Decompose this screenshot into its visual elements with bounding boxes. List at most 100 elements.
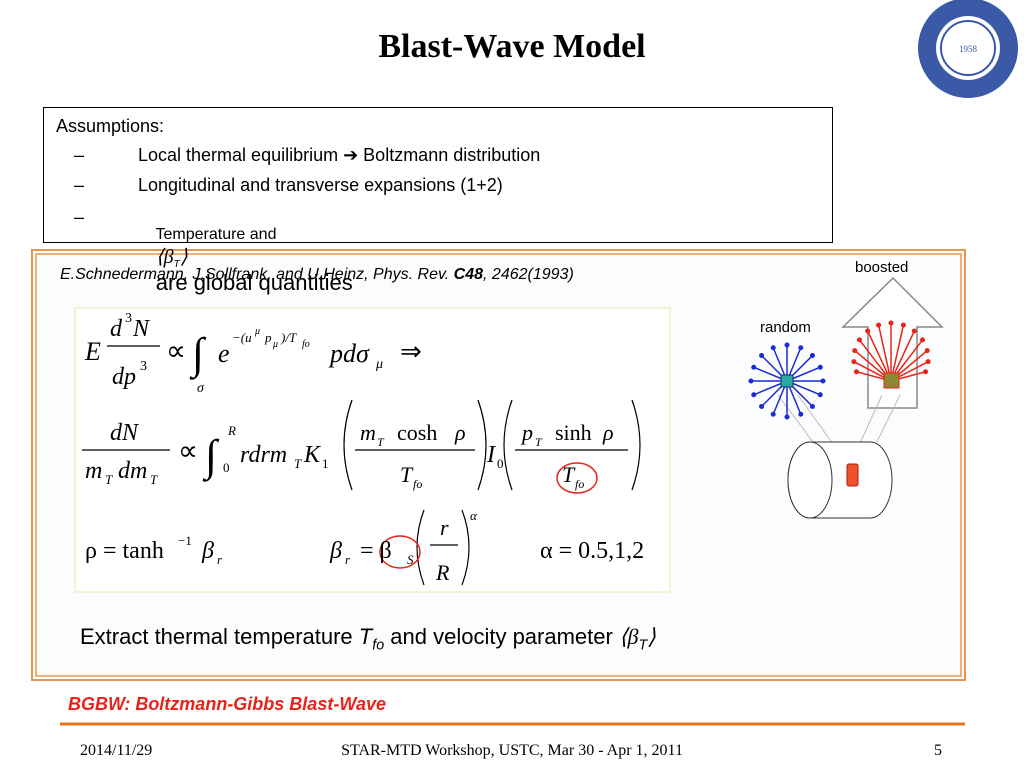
arrow-head — [751, 392, 757, 398]
math-symbol: ρ — [454, 420, 466, 445]
arrow-head — [865, 328, 871, 334]
highlight — [556, 462, 598, 494]
math-symbol: E — [84, 337, 101, 366]
text: Extract thermal temperature — [80, 624, 359, 649]
math-symbol: R — [435, 560, 450, 585]
patch — [846, 463, 859, 487]
assumption: Temperature and ⟨βT⟩ are global quantiti… — [138, 204, 353, 314]
arrow-head — [784, 414, 790, 420]
arrow-head — [853, 369, 859, 375]
math-symbol: μ — [375, 357, 383, 372]
arrow-head — [900, 322, 906, 328]
math-symbol: 0 — [223, 460, 230, 475]
logo-inner — [936, 16, 1000, 80]
math-symbol: rdrm — [240, 442, 287, 468]
math-symbol: 3 — [140, 359, 147, 374]
math-symbol: sinh — [555, 420, 592, 445]
math-symbol: ∝ — [178, 436, 198, 467]
source — [883, 372, 900, 389]
math-symbol: T — [294, 456, 302, 471]
arrow-head — [798, 411, 804, 417]
subscript: T — [173, 259, 180, 271]
math-symbol: 1 — [322, 456, 329, 471]
math-symbol: N — [132, 316, 151, 342]
math-symbol: dN — [110, 420, 140, 446]
arrow-head — [888, 320, 894, 326]
bullet: – — [74, 145, 85, 165]
arrow-head — [751, 364, 757, 370]
math-symbol: 3 — [125, 311, 132, 326]
arrow-head — [925, 359, 931, 365]
math-symbol: ⇒ — [400, 337, 422, 366]
math-symbol: α = 0.5,1,2 — [540, 538, 644, 564]
math-symbol: r — [440, 515, 449, 540]
bullet: – — [74, 207, 85, 227]
math-symbol: S — [407, 552, 414, 567]
arrow-head — [923, 369, 929, 375]
math-symbol: −(u — [232, 330, 252, 345]
particle-arrow — [877, 324, 892, 382]
math-symbol: T — [400, 462, 414, 487]
math-symbol: d — [110, 316, 123, 342]
subscript: T — [638, 637, 648, 654]
math-symbol: ρ — [602, 420, 614, 445]
highlight — [379, 535, 421, 569]
math-symbol: = β — [360, 538, 392, 564]
math-symbol: β — [201, 538, 214, 564]
text: and velocity parameter — [384, 624, 619, 649]
arrow-head — [798, 345, 804, 351]
math-symbol: ∫ — [202, 431, 220, 482]
math-symbol: p — [520, 420, 533, 445]
footer-date: 2014/11/29 — [80, 742, 153, 759]
math-symbol: β — [329, 538, 342, 564]
source — [780, 374, 794, 388]
arrow-head — [809, 403, 815, 409]
math-symbol: e — [218, 339, 230, 368]
volume: C48 — [453, 266, 484, 283]
page-number: 5 — [934, 742, 942, 759]
arrow-head — [852, 348, 858, 354]
equation-lines — [82, 345, 641, 586]
math-symbol: fo — [302, 339, 310, 350]
assumption: Longitudinal and transverse expansions (… — [138, 175, 503, 195]
symbol: ⟩ — [179, 246, 188, 268]
math-symbol: dp — [112, 364, 136, 390]
math-symbol: 0 — [497, 456, 504, 471]
math-symbol: m — [360, 420, 376, 445]
arrow-head — [784, 342, 790, 348]
logo-year: 1958 — [959, 44, 978, 54]
arrow-head — [817, 364, 823, 370]
math-symbol: r — [217, 552, 223, 567]
arrow-head — [770, 345, 776, 351]
particle-arrow — [890, 324, 905, 382]
reference: E.Schnedermann, J.Sollfrank, and U.Heinz… — [60, 266, 574, 284]
math-symbol: dm — [118, 458, 147, 484]
arrow-head — [817, 392, 823, 398]
math-symbol: cosh — [397, 420, 437, 445]
text: Temperature and — [155, 226, 277, 243]
arrow-head — [851, 359, 857, 365]
symbol: ⟩ — [647, 624, 656, 649]
logo-ring — [940, 20, 996, 76]
text: E.Schnedermann, J.Sollfrank, and U.Heinz… — [60, 266, 454, 283]
arrow-head — [920, 337, 926, 343]
arrow-head — [809, 353, 815, 359]
math-symbol: −1 — [178, 533, 192, 548]
cylinder-end — [787, 441, 833, 519]
label: boosted — [855, 259, 909, 276]
subscript: fo — [372, 637, 385, 654]
math-symbol: r — [345, 552, 351, 567]
text: , 2462(1993) — [483, 266, 574, 283]
math-symbol: T — [150, 472, 158, 487]
math-symbol: α — [470, 508, 478, 523]
math-symbol: ρ = tanh — [85, 538, 164, 564]
math-symbol: K — [303, 442, 322, 468]
arrow-head — [820, 378, 826, 384]
bullet: – — [74, 175, 85, 195]
math-symbol: σ — [197, 381, 205, 396]
math-symbol: μ — [272, 339, 278, 350]
label: random — [760, 319, 811, 336]
math-symbol: fo — [413, 477, 422, 491]
arrow-head — [911, 328, 917, 334]
